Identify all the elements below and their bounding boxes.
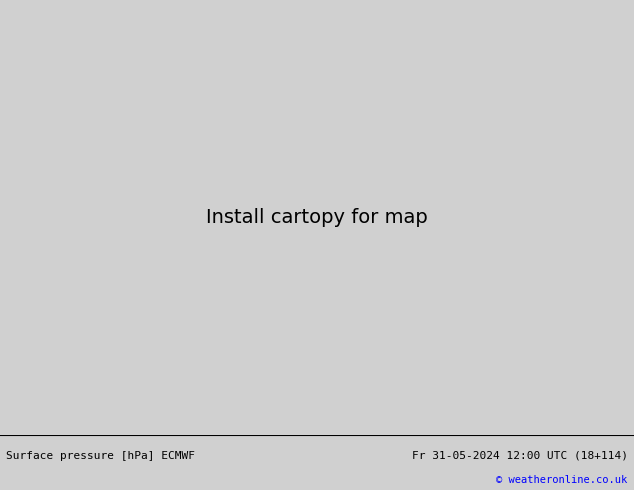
- Text: Install cartopy for map: Install cartopy for map: [206, 208, 428, 227]
- Text: © weatheronline.co.uk: © weatheronline.co.uk: [496, 475, 628, 485]
- Text: Fr 31-05-2024 12:00 UTC (18+114): Fr 31-05-2024 12:00 UTC (18+114): [411, 451, 628, 461]
- Text: Surface pressure [hPa] ECMWF: Surface pressure [hPa] ECMWF: [6, 451, 195, 461]
